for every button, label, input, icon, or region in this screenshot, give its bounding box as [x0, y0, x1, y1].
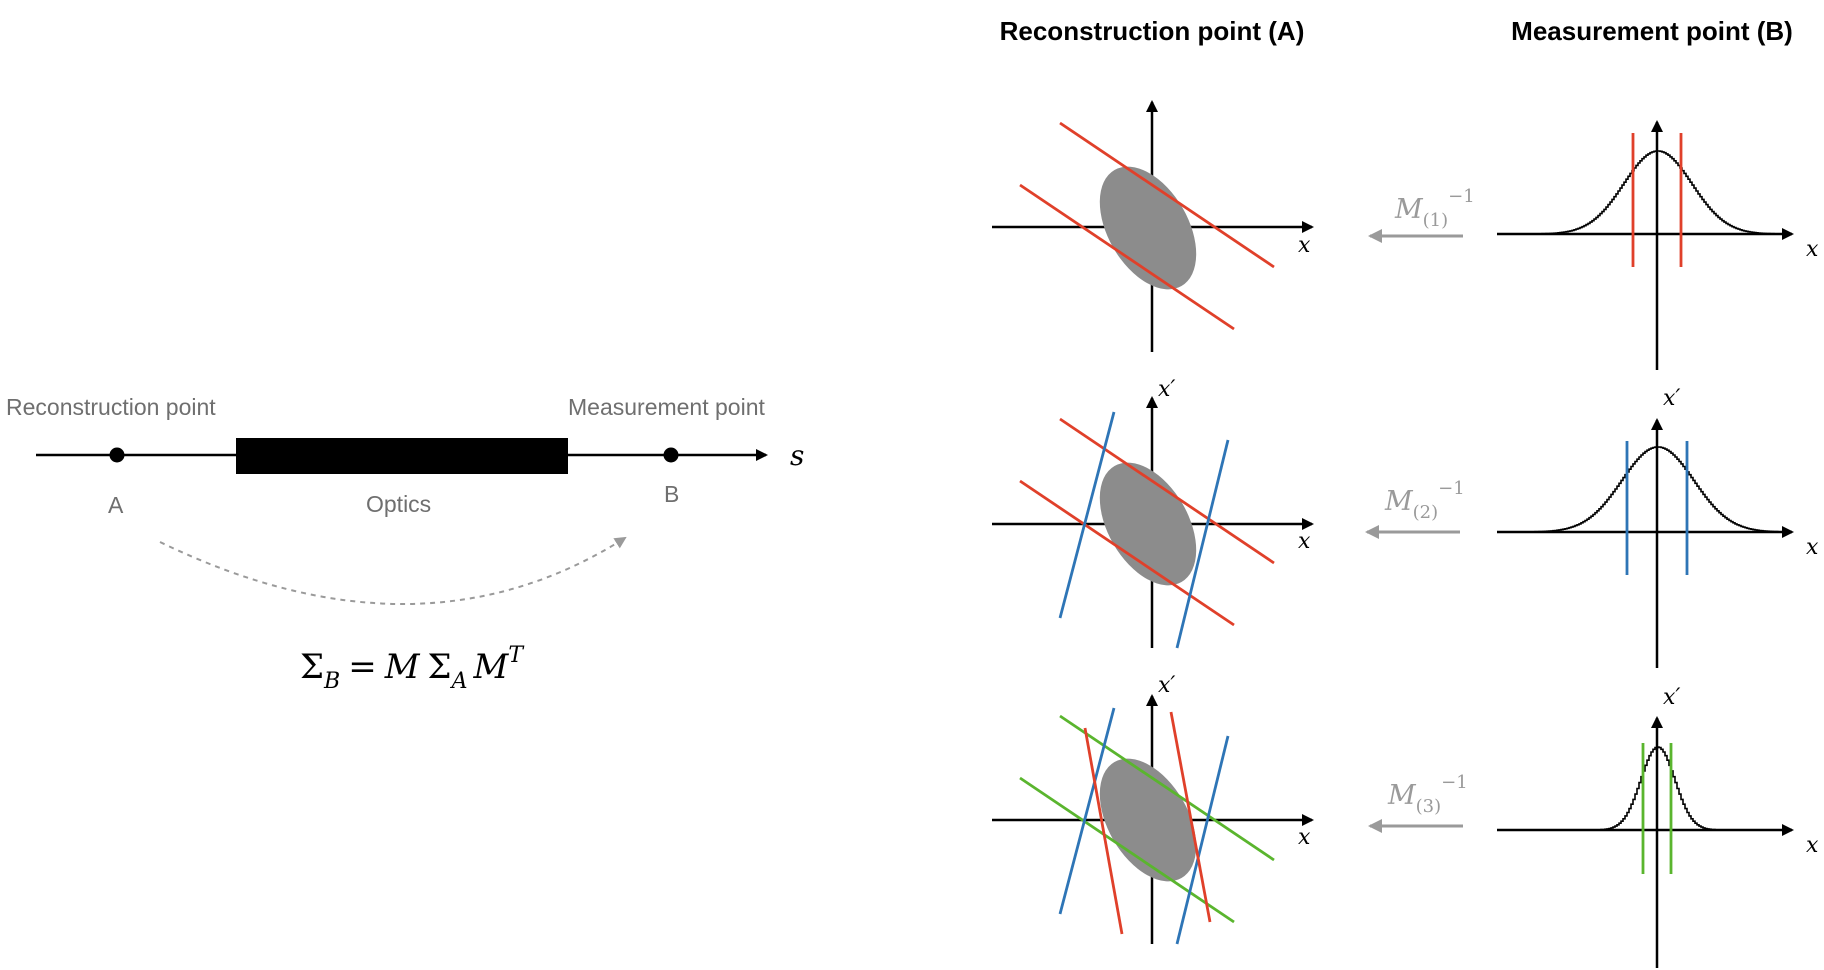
xprime-axis-label: x′ [1158, 377, 1175, 402]
beam-profile-curve [1505, 446, 1779, 533]
projection-line-red [1059, 121, 1275, 269]
xprime-axis-label: x′ [1663, 386, 1680, 411]
inverse-transport-3: M(3)−1 [1368, 772, 1468, 833]
xprime-axis-label: x′ [1158, 673, 1175, 698]
profile-plot-1: x [1497, 120, 1819, 370]
x-axis-label: x [1806, 833, 1819, 858]
reconstruction-header: Reconstruction point (A) [1000, 16, 1305, 46]
projection-line-red [1059, 417, 1275, 565]
row-3: x x′ M(3)−1 x x′ [992, 673, 1819, 968]
projection-line-blue [1175, 735, 1230, 945]
projection-line-blue [1058, 411, 1116, 619]
projection-line-green [1019, 776, 1235, 924]
x-axis-label: x [1298, 233, 1311, 258]
profile-plot-2: x x′ [1497, 386, 1819, 668]
s-axis-label: s [790, 439, 804, 472]
reconstruction-point-label: Reconstruction point [6, 394, 216, 420]
projection-line-green [1059, 714, 1275, 862]
beam-profile-curve [1595, 746, 1720, 831]
point-a-label: A [108, 492, 124, 518]
projection-line-blue [1058, 707, 1116, 915]
phase-space-plot-1: x [992, 100, 1314, 352]
projection-line-red [1019, 183, 1235, 331]
projection-line-blue [1175, 439, 1230, 649]
point-b-label: B [664, 481, 679, 507]
optics-label: Optics [366, 491, 431, 517]
projection-line-red [1083, 727, 1124, 935]
measurement-header: Measurement point (B) [1511, 16, 1793, 46]
x-axis-label: x [1806, 535, 1819, 560]
point-b-dot [663, 447, 679, 463]
transport-arrow [159, 536, 627, 605]
profile-plot-3: x x′ [1497, 685, 1819, 968]
inverse-transport-2: M(2)−1 [1365, 478, 1465, 539]
projection-line-red [1019, 479, 1235, 627]
beam-ellipse [1099, 758, 1197, 882]
point-a-dot [109, 447, 125, 463]
x-axis-label: x [1806, 237, 1819, 262]
optics-block [236, 438, 568, 474]
measurement-point-label: Measurement point [568, 394, 765, 420]
xprime-axis-label: x′ [1663, 685, 1680, 710]
inverse-matrix-label: M(2)−1 [1384, 478, 1465, 523]
row-2: x x′ M(2)−1 x x′ [992, 377, 1819, 668]
phase-space-plot-2: x x′ [992, 377, 1314, 649]
beamline-diagram: Reconstruction point Measurement point s… [6, 394, 804, 694]
x-axis-label: x [1298, 529, 1311, 554]
sigma-equation: ΣB = M ΣA MT [300, 643, 525, 694]
phase-space-plot-3: x x′ [992, 673, 1314, 945]
inverse-matrix-label: M(3)−1 [1387, 772, 1468, 817]
inverse-matrix-label: M(1)−1 [1394, 186, 1475, 231]
row-1: x M(1)−1 x [992, 100, 1819, 370]
x-axis-label: x [1298, 825, 1311, 850]
beam-profile-curve [1540, 150, 1775, 235]
projection-line-red [1169, 711, 1212, 923]
inverse-transport-1: M(1)−1 [1368, 186, 1475, 243]
